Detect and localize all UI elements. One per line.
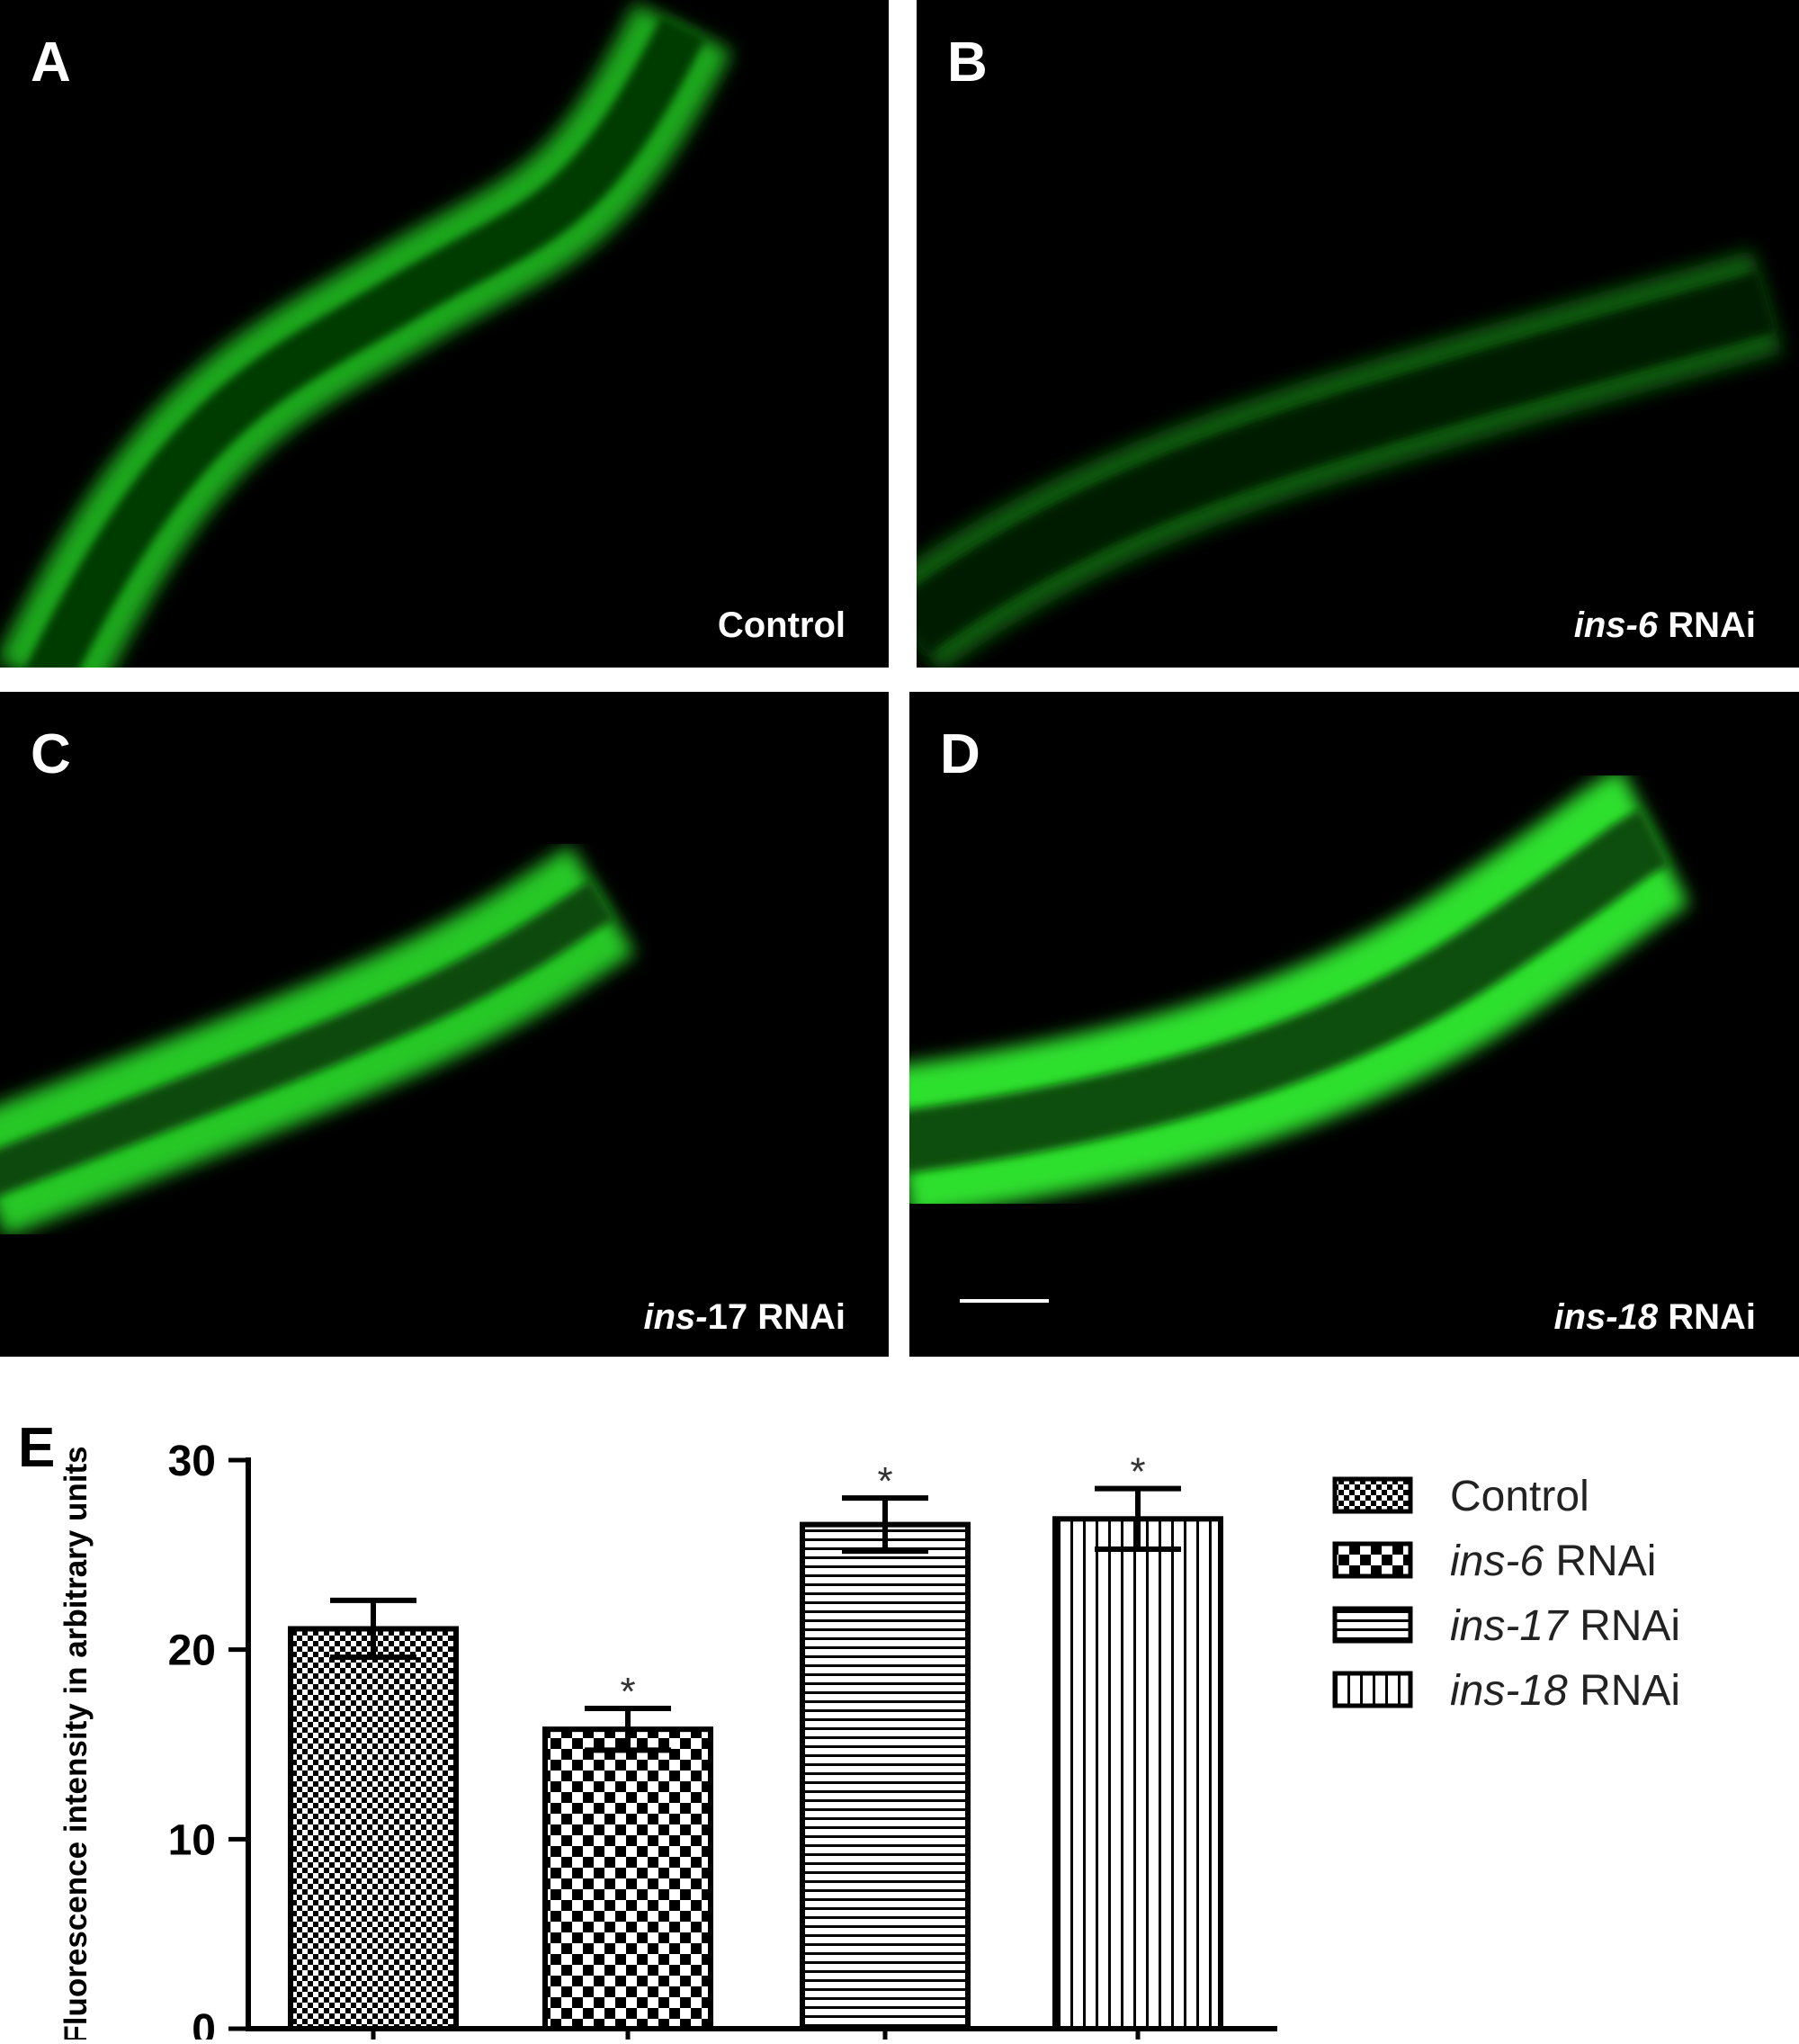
label-part: ins- [643,1297,707,1337]
label-part: ins-18 [1554,1297,1659,1337]
worm [909,767,1690,1219]
label-part: Control [1450,1473,1589,1520]
y-tick-label: 20 [168,1627,216,1675]
legend-label: Control [1450,1473,1589,1520]
legend-swatch [1332,1541,1413,1579]
label-part: ins-6 [1574,605,1659,645]
legend-swatch [1332,1476,1413,1514]
legend-swatch [1332,1671,1413,1708]
bar [800,1521,971,2032]
y-tick-label: 30 [168,1438,216,1485]
panel-letter: C [31,723,71,785]
panel-label: ins-18 RNAi [1554,1297,1757,1337]
label-part: ins-6 [1450,1537,1544,1585]
legend-label: ins-17 RNAi [1450,1602,1680,1650]
bar-chart: E Fluorescence intensity in arbitrary uni… [18,1417,1680,2044]
y-tick-label: 10 [168,1816,216,1864]
worm [0,3,732,668]
label-part: ins-17 [1450,1602,1570,1650]
worm [917,249,1783,668]
y-tick-label: 0 [192,2006,216,2040]
y-axis-label: Fluorescence intensity in arbitrary unit… [58,1446,94,2040]
panel-letter: E [18,1417,55,1479]
bar [1052,1516,1223,2031]
label-part: RNAi [1568,1667,1680,1715]
panel-label: Control [718,605,846,645]
legend-label: ins-18 RNAi [1450,1667,1680,1715]
panel-letter: B [947,31,988,94]
label-part: Control [718,605,846,645]
label-part: ins-18 [1450,1667,1568,1715]
bar [288,1626,459,2031]
panel-letter: D [940,723,980,785]
panel-label: ins-17 RNAi [643,1297,846,1337]
legend-swatch [1332,1606,1413,1644]
significance: * [1130,1450,1145,1494]
panel-a [0,0,889,668]
label-part: RNAi [1658,1297,1756,1337]
panel-b [917,0,1799,668]
panel-letter: A [31,31,71,94]
bar [542,1726,713,2031]
legend-label: ins-6 RNAi [1450,1537,1656,1585]
label-part: 17 RNAi [708,1297,846,1337]
label-part: RNAi [1658,605,1756,645]
panel-c [0,692,889,1357]
label-part: RNAi [1544,1537,1656,1585]
label-part: RNAi [1568,1602,1680,1650]
significance: * [620,1670,635,1714]
worm [0,845,636,1238]
significance: * [877,1459,892,1503]
panel-d [909,692,1799,1357]
panel-label: ins-6 RNAi [1574,605,1756,645]
